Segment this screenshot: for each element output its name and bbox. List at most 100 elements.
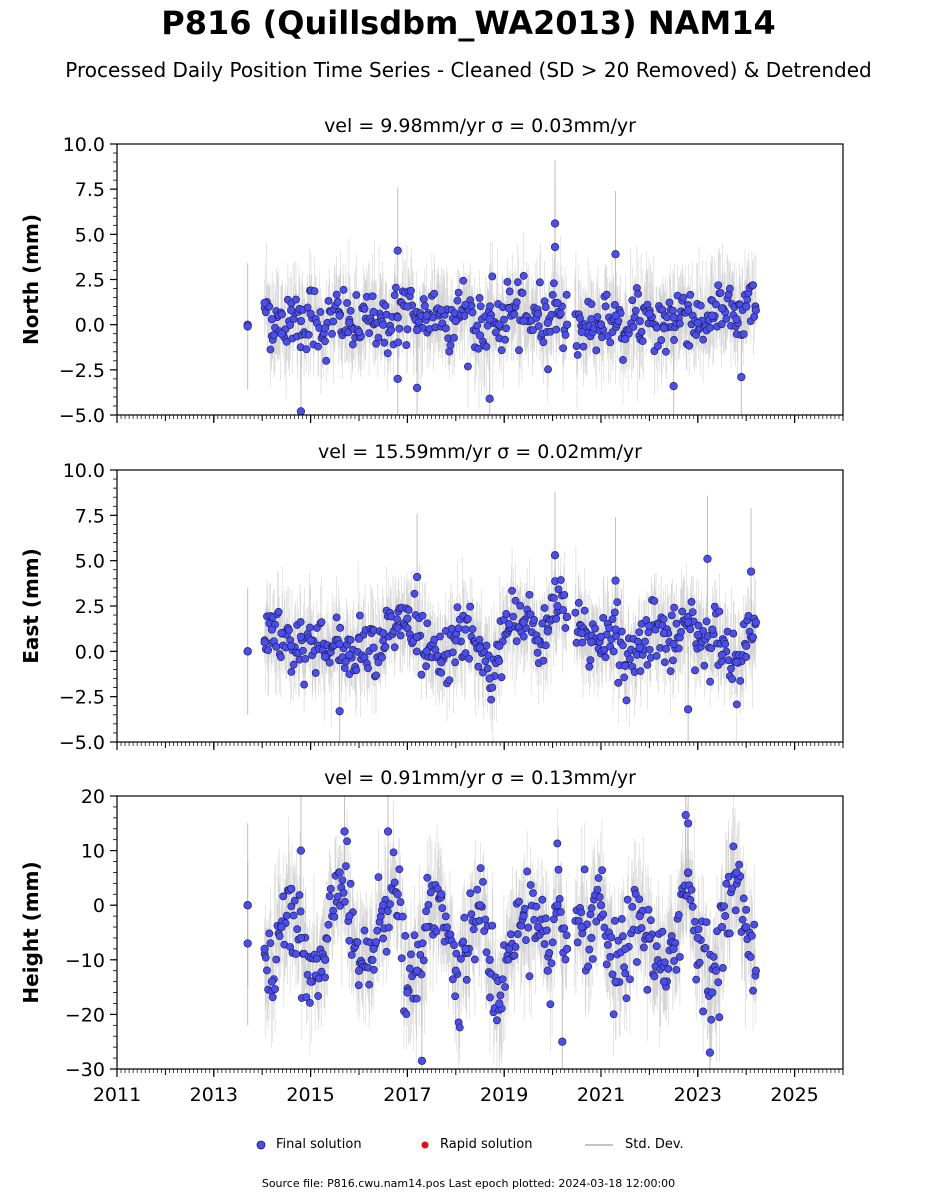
data-point-east-12 xyxy=(379,629,388,638)
data-point-height-26 xyxy=(543,966,552,975)
panel-title-height: vel = 0.91mm/yr σ = 0.13mm/yr xyxy=(324,767,636,789)
data-point-north-19 xyxy=(461,300,470,309)
data-point-north-35 xyxy=(645,309,654,318)
outlier-point-east-1 xyxy=(335,707,344,716)
ytick-label-north-0: −5.0 xyxy=(59,405,105,427)
data-point-height-36 xyxy=(659,977,669,986)
data-point-east-15 xyxy=(412,632,422,641)
data-point-east-39 xyxy=(693,630,702,640)
figure-subtitle: Processed Daily Position Time Series - C… xyxy=(65,58,872,82)
data-point-north-23 xyxy=(504,304,514,313)
data-point-height-43 xyxy=(742,922,751,932)
data-point-height-32 xyxy=(611,977,620,986)
data-point-height-1 xyxy=(260,944,269,953)
data-point-height-15 xyxy=(412,966,422,975)
outlier-point-north-4 xyxy=(485,394,494,403)
ytick-label-north-4: 5.0 xyxy=(75,224,105,246)
data-point-north-8 xyxy=(335,311,344,320)
data-point-north-2 xyxy=(267,315,276,324)
outlier-point-height-8 xyxy=(684,819,693,828)
data-point-height-13 xyxy=(393,890,402,899)
legend-final-label: Final solution xyxy=(276,1137,362,1152)
data-point-height-27 xyxy=(553,901,562,910)
data-point-east-5 xyxy=(296,632,306,641)
outlier-point-north-2 xyxy=(393,246,402,255)
ytick-label-height-2: −10 xyxy=(65,950,105,972)
data-point-east-9 xyxy=(345,650,354,660)
ytick-label-north-2: 0.0 xyxy=(75,315,105,337)
data-point-east-17 xyxy=(437,658,446,667)
outlier-point-height-6 xyxy=(558,1037,567,1046)
data-point-north-32 xyxy=(611,311,620,320)
data-point-height-22 xyxy=(495,999,504,1008)
data-point-height-42 xyxy=(732,868,741,877)
data-point-north-27 xyxy=(553,298,562,308)
data-point-east-28 xyxy=(563,612,572,621)
xtick-label-6: 2023 xyxy=(674,1084,722,1106)
plot-area-north xyxy=(243,160,760,415)
data-point-north-39 xyxy=(693,318,702,327)
data-point-height-6 xyxy=(306,977,315,986)
outlier-point-north-9 xyxy=(669,381,678,391)
legend-rapid-label: Rapid solution xyxy=(440,1137,533,1152)
data-point-height-3 xyxy=(277,922,286,932)
legend: Final solution Rapid solution Std. Dev. xyxy=(0,1137,937,1159)
ytick-label-east-5: 7.5 xyxy=(75,505,105,527)
data-point-east-11 xyxy=(369,643,378,652)
ytick-label-north-6: 10.0 xyxy=(63,134,105,156)
data-point-east-41 xyxy=(717,650,727,660)
final-points-north xyxy=(243,219,760,415)
data-point-height-38 xyxy=(684,868,693,877)
outlier-point-north-8 xyxy=(393,374,402,383)
ytick-label-height-0: −30 xyxy=(65,1059,105,1081)
data-point-north-18 xyxy=(451,316,460,326)
outlier-point-height-2 xyxy=(296,846,306,855)
data-point-east-18 xyxy=(451,636,460,645)
data-point-east-23 xyxy=(504,620,514,629)
figure-canvas: −5.0 −2.5 0.0 2.5 5.0 7.5 10.0 vel = 9.98mm/yr … xyxy=(19,115,844,1106)
data-point-north-29 xyxy=(577,327,586,336)
outlier-point-east-5 xyxy=(684,705,693,714)
xtick-label-3: 2017 xyxy=(383,1084,431,1106)
legend-final-marker xyxy=(256,1140,266,1149)
legend-final: Final solution xyxy=(256,1137,362,1152)
data-point-north-20 xyxy=(475,331,485,340)
data-point-east-13 xyxy=(393,623,402,632)
outlier-point-north-3 xyxy=(412,383,422,393)
data-point-height-5 xyxy=(296,933,306,943)
data-point-height-9 xyxy=(345,912,354,921)
outlier-point-east-0 xyxy=(243,647,252,656)
ytick-label-east-4: 5.0 xyxy=(75,551,105,573)
data-point-east-3 xyxy=(277,629,286,638)
ytick-label-height-4: 10 xyxy=(81,841,105,863)
ytick-label-north-3: 2.5 xyxy=(75,270,105,292)
data-point-height-39 xyxy=(693,933,702,943)
legend-stddev: Std. Dev. xyxy=(585,1137,684,1152)
outlier-point-height-4 xyxy=(383,827,393,836)
data-point-east-24 xyxy=(519,618,528,627)
panel-height: −30 −20 −10 0 10 20 2011 2013 2015 2017 2019 2021 20… xyxy=(19,767,844,1106)
data-point-east-43 xyxy=(742,641,751,650)
outlier-point-east-2 xyxy=(412,572,422,582)
data-point-north-7 xyxy=(321,324,330,333)
data-point-north-4 xyxy=(287,306,296,315)
outlier-point-height-3 xyxy=(340,827,349,836)
outlier-point-height-9 xyxy=(705,1048,715,1057)
final-points-height xyxy=(243,811,760,1065)
outlier-point-north-5 xyxy=(550,219,560,228)
data-point-height-4 xyxy=(287,884,296,893)
data-point-east-37 xyxy=(669,639,678,649)
data-point-north-1 xyxy=(260,298,269,308)
ytick-label-height-1: −20 xyxy=(65,1004,105,1026)
data-point-height-28 xyxy=(563,944,572,953)
data-point-height-17 xyxy=(437,890,446,899)
figure-title: P816 (Quillsdbm_WA2013) NAM14 xyxy=(161,4,776,42)
data-point-east-22 xyxy=(495,641,504,650)
panel-title-north: vel = 9.98mm/yr σ = 0.03mm/yr xyxy=(324,115,636,137)
panel-east: −5.0 −2.5 0.0 2.5 5.0 7.5 10.0 vel = 15.59mm/yr… xyxy=(19,441,844,754)
data-point-height-35 xyxy=(645,933,654,943)
data-point-north-44 xyxy=(751,306,760,315)
data-point-height-11 xyxy=(369,944,378,953)
legend-stddev-line xyxy=(585,1143,613,1146)
data-point-north-11 xyxy=(369,307,378,317)
